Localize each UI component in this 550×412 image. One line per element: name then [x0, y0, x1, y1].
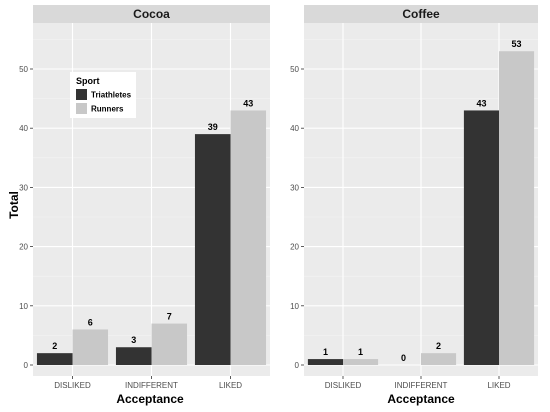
- data-label-coffee-disliked-runners: 1: [358, 347, 363, 357]
- data-label-cocoa-disliked-triathletes: 2: [52, 341, 57, 351]
- strip-title-coffee: Coffee: [402, 7, 440, 21]
- data-label-cocoa-liked-runners: 43: [243, 98, 253, 108]
- y-tick-label: 10: [290, 302, 299, 311]
- data-label-coffee-liked-triathletes: 43: [476, 98, 486, 108]
- x-tick-label-disliked: DISLIKED: [54, 381, 91, 390]
- strip-cocoa: [33, 5, 270, 23]
- data-label-coffee-disliked-triathletes: 1: [323, 347, 328, 357]
- bar-coffee-disliked-triathletes: [307, 359, 343, 365]
- bar-cocoa-indifferent-triathletes: [115, 347, 152, 365]
- y-tick-label: 10: [19, 302, 28, 311]
- data-label-cocoa-liked-triathletes: 39: [208, 122, 218, 132]
- y-tick-label: 30: [290, 183, 299, 192]
- data-label-coffee-liked-runners: 53: [512, 39, 522, 49]
- bar-cocoa-liked-runners: [230, 110, 267, 365]
- y-tick-label: 30: [19, 183, 28, 192]
- strip-coffee: [304, 5, 538, 23]
- x-tick-label-indifferent: INDIFFERENT: [395, 381, 448, 390]
- bar-coffee-indifferent-runners: [421, 353, 457, 365]
- data-label-coffee-indifferent-runners: 2: [436, 341, 441, 351]
- y-tick-label: 50: [290, 65, 299, 74]
- data-label-cocoa-disliked-runners: 6: [88, 317, 93, 327]
- x-tick-label-liked: LIKED: [219, 381, 242, 390]
- panel-coffee: Coffee 0 10 20 30 40 50 1 1 DISLIKED 0 2 INDIFFERENT…: [290, 5, 538, 390]
- legend-label-triathletes: Triathletes: [91, 91, 132, 100]
- y-tick-label: 0: [24, 361, 29, 370]
- legend-label-runners: Runners: [91, 105, 124, 114]
- y-tick-label: 50: [19, 65, 28, 74]
- bar-cocoa-liked-triathletes: [194, 134, 231, 365]
- legend-title: Sport: [76, 76, 100, 86]
- bar-cocoa-indifferent-runners: [151, 323, 188, 365]
- y-tick-label: 40: [290, 124, 299, 133]
- x-axis-title-cocoa: Acceptance: [116, 392, 184, 406]
- strip-title-cocoa: Cocoa: [133, 7, 170, 21]
- x-axis-title-coffee: Acceptance: [387, 392, 455, 406]
- y-tick-label: 20: [290, 243, 299, 252]
- bar-coffee-disliked-runners: [343, 359, 379, 365]
- x-tick-label-indifferent: INDIFFERENT: [125, 381, 178, 390]
- x-tick-label-disliked: DISLIKED: [325, 381, 362, 390]
- data-label-cocoa-indifferent-runners: 7: [167, 312, 172, 322]
- y-axis-title: Total: [7, 191, 21, 219]
- bar-coffee-liked-triathletes: [463, 110, 499, 365]
- data-label-cocoa-indifferent-triathletes: 3: [131, 335, 136, 345]
- x-tick-label-liked: LIKED: [487, 381, 510, 390]
- y-tick-label: 40: [19, 124, 28, 133]
- y-tick-label: 20: [19, 243, 28, 252]
- bar-cocoa-disliked-triathletes: [36, 353, 73, 365]
- data-label-coffee-indifferent-triathletes: 0: [401, 353, 406, 363]
- legend-key-triathletes: [76, 89, 87, 100]
- legend-key-runners: [76, 103, 87, 114]
- y-tick-label: 0: [295, 361, 300, 370]
- bar-cocoa-disliked-runners: [72, 329, 109, 365]
- legend: Sport Triathletes Runners: [70, 72, 136, 118]
- bar-coffee-liked-runners: [499, 51, 535, 366]
- panel-cocoa: Cocoa 0 10 20 30 40 50 2 6 DISLIKED 3 7 INDIFFERENT 3…: [19, 5, 270, 390]
